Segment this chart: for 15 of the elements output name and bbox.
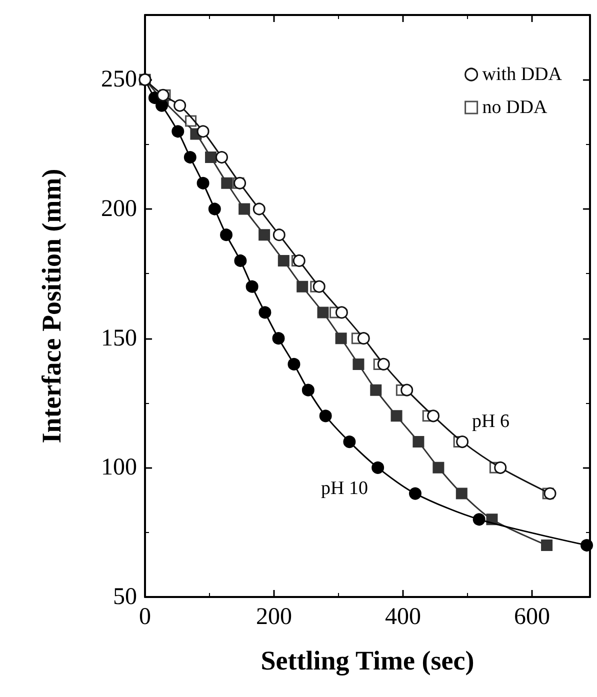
y-axis-title: Interface Position (mm) xyxy=(36,168,66,444)
x-tick-label: 200 xyxy=(256,604,292,630)
x-axis-title: Settling Time (sec) xyxy=(260,646,474,676)
annotation: pH 6 xyxy=(472,411,510,432)
y-tick-label: 200 xyxy=(101,196,137,222)
y-tick-label: 150 xyxy=(101,325,137,352)
x-tick-label: 0 xyxy=(139,604,151,630)
y-tick-label: 100 xyxy=(101,454,137,481)
annotation: pH 10 xyxy=(321,478,368,499)
y-tick-label: 50 xyxy=(113,584,137,610)
legend-label: with DDA xyxy=(482,64,562,85)
legend-label: no DDA xyxy=(482,97,548,118)
x-tick-label: 400 xyxy=(384,604,421,630)
x-tick-label: 600 xyxy=(514,604,550,630)
y-tick-label: 250 xyxy=(101,66,137,93)
